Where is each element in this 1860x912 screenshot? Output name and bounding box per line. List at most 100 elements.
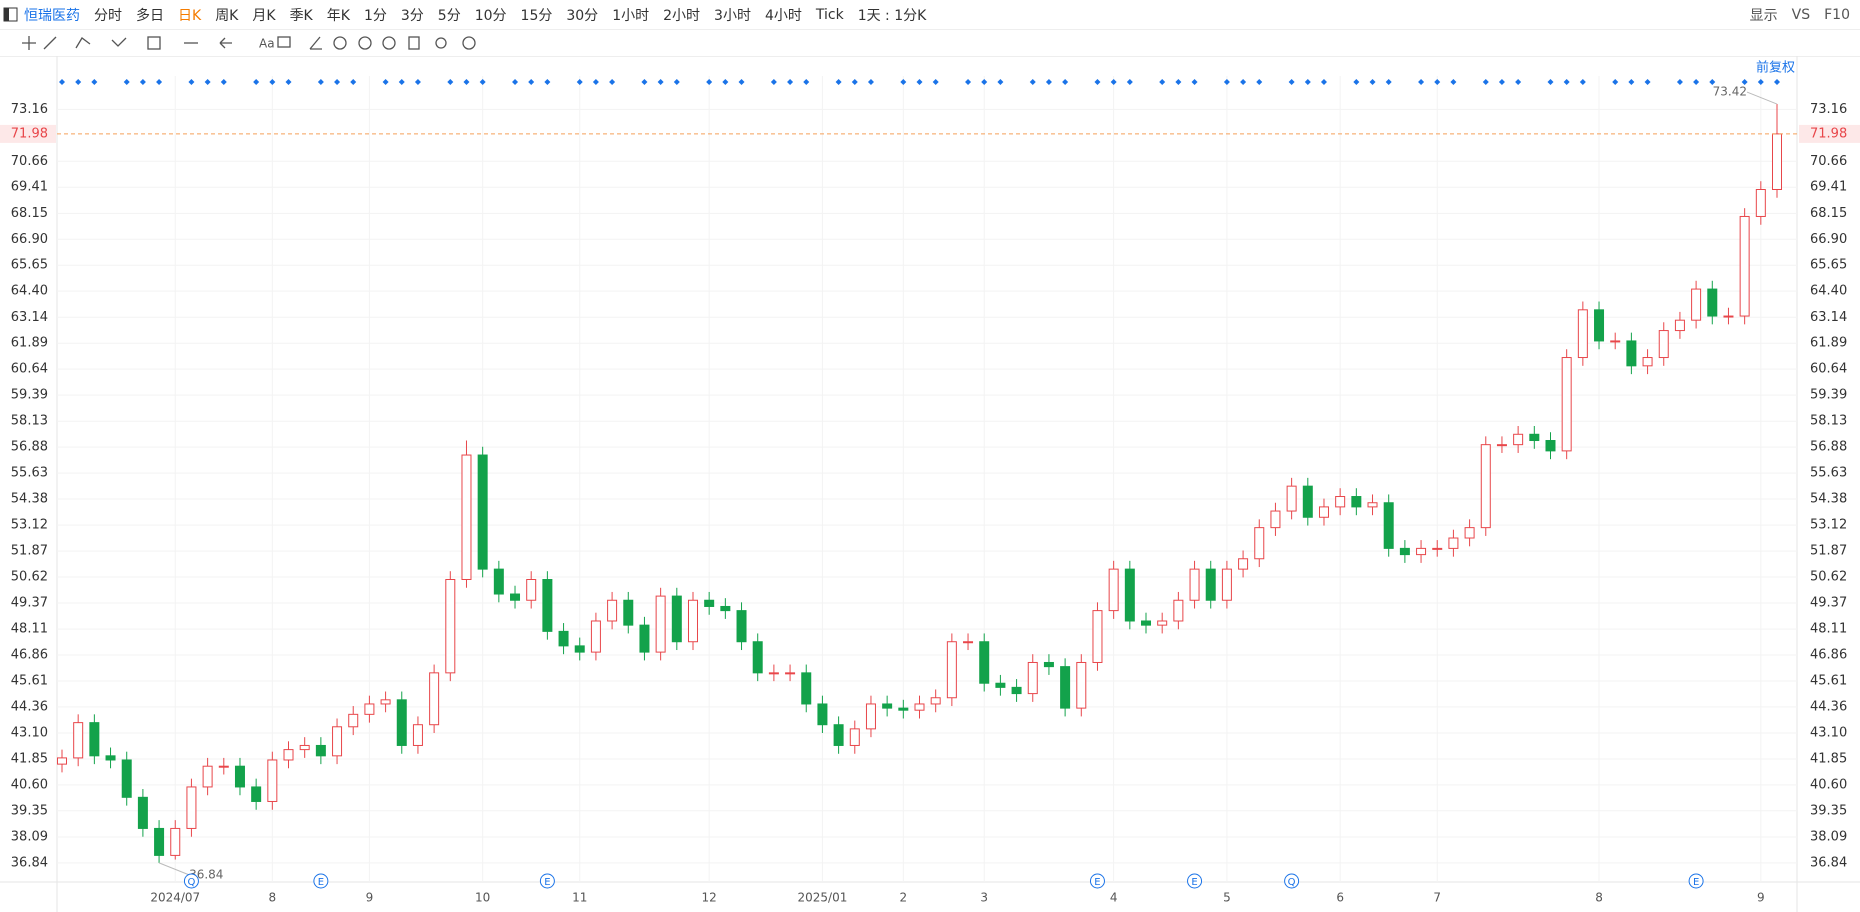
wave-tool[interactable] — [111, 37, 127, 47]
period-button[interactable]: 分时 — [94, 7, 122, 24]
period-button[interactable]: 3小时 — [714, 7, 751, 24]
x-tick-label: 12 — [702, 891, 717, 905]
candle-body — [105, 755, 116, 761]
path-tool[interactable] — [75, 37, 91, 49]
candle-body — [445, 579, 456, 674]
period-button[interactable]: 15分 — [520, 7, 553, 24]
y-tick-label: 54.38 — [1810, 492, 1847, 507]
x-tick-label: 2 — [900, 891, 908, 905]
period-button[interactable]: Tick — [815, 6, 844, 23]
candle-body — [1739, 215, 1750, 317]
candle-body — [121, 759, 132, 798]
y-tick-label: 41.85 — [1810, 751, 1847, 766]
candle-body — [1335, 496, 1346, 508]
y-tick-label: 44.36 — [1810, 699, 1847, 714]
y-tick-label: 61.89 — [1810, 336, 1847, 351]
y-tick-label: 51.87 — [1810, 544, 1847, 559]
signal-dot — [1644, 79, 1651, 85]
stock-name[interactable]: 恒瑞医药 — [24, 7, 80, 24]
signal-dot — [350, 79, 357, 85]
candle-body — [914, 703, 925, 711]
vs-button[interactable]: VS — [1791, 6, 1811, 23]
event-marker — [1688, 873, 1704, 889]
line-tool[interactable] — [43, 36, 57, 50]
y-tick-label: 66.90 — [1810, 232, 1847, 247]
y-tick-label: 38.09 — [11, 829, 48, 844]
display-button[interactable]: 显示 — [1749, 7, 1778, 24]
candle-body — [1496, 444, 1507, 447]
y-tick-label: 59.39 — [11, 388, 48, 403]
compare-tool[interactable] — [435, 37, 447, 49]
y-tick-label: 49.37 — [1810, 595, 1847, 610]
candle-body — [1691, 288, 1702, 321]
y-tick-label: 65.65 — [1810, 258, 1847, 273]
period-button[interactable]: 1小时 — [612, 7, 650, 24]
signal-dot — [91, 79, 98, 85]
candle-body — [1529, 433, 1540, 442]
candle-body — [1545, 440, 1556, 452]
period-button[interactable]: 日K — [178, 7, 202, 24]
period-button[interactable]: 4小时 — [764, 7, 802, 24]
signal-dot — [657, 79, 664, 85]
text-tool[interactable]: Aa — [259, 37, 275, 51]
angle-tool[interactable] — [309, 36, 322, 50]
period-button[interactable]: 周K — [215, 7, 239, 24]
signal-dot — [528, 79, 535, 85]
x-tick-label: 5 — [1223, 891, 1231, 905]
candle-body — [1626, 340, 1637, 367]
candle-body — [882, 703, 893, 709]
candle-body — [655, 595, 666, 653]
period-button[interactable]: 3分 — [400, 7, 424, 24]
period-button[interactable]: 年K — [326, 7, 350, 24]
period-button[interactable]: 1天 : 1分K — [857, 7, 927, 24]
x-tick-label: 4 — [1110, 891, 1118, 905]
signal-dot — [1240, 79, 1247, 85]
candle-body — [57, 757, 67, 765]
candle-body — [704, 599, 715, 607]
y-tick-label: 36.84 — [11, 855, 48, 870]
period-button[interactable]: 10分 — [474, 7, 507, 24]
panel-icon[interactable] — [3, 7, 19, 23]
period-button[interactable]: 5分 — [437, 7, 461, 24]
measure-tool[interactable] — [147, 36, 161, 50]
f10-button[interactable]: F10 — [1824, 6, 1850, 23]
comment-tool[interactable] — [277, 36, 291, 48]
lock-tool[interactable] — [358, 36, 372, 50]
candle-body — [73, 722, 84, 759]
x-tick-label: 8 — [269, 891, 277, 905]
arrow-tool[interactable] — [219, 37, 232, 49]
magnet-tool[interactable] — [333, 36, 347, 50]
candle-body — [1238, 558, 1249, 570]
candle-body — [1399, 547, 1410, 556]
period-button[interactable]: 2小时 — [663, 7, 701, 24]
delete-tool[interactable] — [408, 36, 420, 50]
price-label: 71.98 — [11, 126, 48, 141]
period-button[interactable]: 月K — [252, 7, 276, 24]
signal-dot — [204, 79, 211, 85]
signal-dot — [188, 79, 195, 85]
signal-dot — [916, 79, 923, 85]
signal-dot — [1223, 79, 1230, 85]
candle-body — [218, 765, 229, 768]
period-button[interactable]: 30分 — [566, 7, 599, 24]
period-button[interactable]: 1分 — [363, 7, 387, 24]
signal-dot — [479, 79, 486, 85]
candle-body — [202, 765, 213, 788]
period-button[interactable]: 多日 — [136, 7, 164, 24]
signal-dot — [139, 79, 146, 85]
y-tick-label: 59.39 — [1810, 388, 1847, 403]
candle-body — [315, 744, 326, 757]
candle-body — [930, 697, 941, 705]
candle-body — [1076, 661, 1087, 709]
signal-dot — [1062, 79, 1069, 85]
candle-body — [720, 605, 731, 612]
candle-body — [898, 707, 909, 711]
adjust-label[interactable]: 前复权 — [1756, 60, 1795, 76]
signal-dot — [1110, 79, 1117, 85]
settings-tool[interactable] — [462, 36, 476, 50]
move-tool[interactable] — [22, 36, 36, 50]
candle-body — [687, 599, 698, 643]
signal-dot — [1369, 79, 1376, 85]
period-button[interactable]: 季K — [289, 7, 313, 24]
hide-tool[interactable] — [382, 36, 396, 50]
